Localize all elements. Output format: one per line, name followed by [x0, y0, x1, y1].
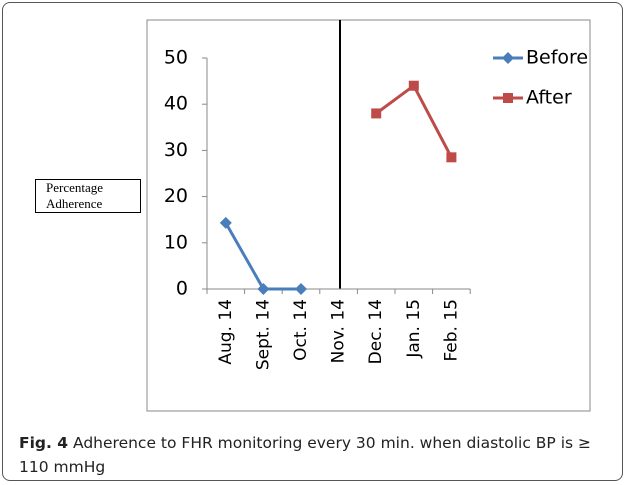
marker — [408, 80, 419, 91]
legend-label: Before — [526, 47, 588, 69]
marker — [257, 283, 270, 295]
x-tick-label: Nov. 14 — [329, 299, 349, 363]
x-tick-label: Jan. 15 — [404, 299, 424, 359]
y-tick-label: 20 — [164, 185, 188, 207]
caption-label: Fig. 4 — [19, 434, 69, 452]
y-axis-label: Percentage Adherence — [35, 179, 141, 213]
marker — [219, 216, 232, 229]
legend-marker — [502, 52, 514, 64]
legend-marker — [503, 93, 513, 103]
chart-border — [146, 19, 591, 412]
x-tick-label: Sept. 14 — [253, 299, 273, 370]
caption: Fig. 4 Adherence to FHR monitoring every… — [19, 431, 609, 479]
series-line — [375, 83, 453, 159]
y-tick-label: 0 — [176, 278, 188, 300]
series-line — [224, 222, 301, 291]
legend-label: After — [526, 87, 572, 109]
x-tick-label: Aug. 14 — [216, 299, 236, 365]
y-tick-label: 40 — [164, 93, 188, 115]
x-tick-label: Oct. 14 — [291, 299, 311, 361]
x-tick-label: Feb. 15 — [441, 299, 461, 362]
y-tick-label: 10 — [164, 231, 188, 253]
y-tick-label: 30 — [164, 139, 188, 161]
marker — [371, 108, 382, 119]
figure-frame — [2, 2, 623, 481]
y-tick-label: 50 — [164, 47, 188, 69]
marker — [295, 283, 307, 295]
marker — [446, 152, 457, 163]
x-tick-label: Dec. 14 — [366, 299, 386, 364]
caption-text: Adherence to FHR monitoring every 30 min… — [19, 434, 592, 476]
